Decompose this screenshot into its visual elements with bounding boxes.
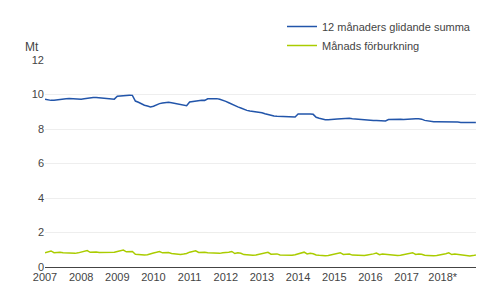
svg-text:2014: 2014	[286, 271, 310, 283]
svg-text:10: 10	[32, 88, 44, 100]
svg-text:2: 2	[38, 226, 44, 238]
svg-text:12 månaders glidande summa: 12 månaders glidande summa	[322, 21, 471, 33]
svg-text:2011: 2011	[178, 271, 202, 283]
svg-text:12: 12	[32, 54, 44, 66]
svg-text:2012: 2012	[214, 271, 238, 283]
svg-text:Mt: Mt	[25, 40, 39, 54]
svg-text:2016: 2016	[358, 271, 382, 283]
svg-text:8: 8	[38, 123, 44, 135]
svg-text:2007: 2007	[33, 271, 57, 283]
svg-text:2013: 2013	[250, 271, 274, 283]
svg-text:2018*: 2018*	[428, 271, 457, 283]
svg-text:0: 0	[38, 261, 44, 273]
svg-text:Månads förburkning: Månads förburkning	[322, 40, 419, 52]
svg-text:2010: 2010	[141, 271, 165, 283]
svg-text:2015: 2015	[322, 271, 346, 283]
svg-text:2008: 2008	[69, 271, 93, 283]
svg-text:4: 4	[38, 192, 44, 204]
svg-text:2009: 2009	[105, 271, 129, 283]
svg-text:2017: 2017	[394, 271, 418, 283]
svg-text:6: 6	[38, 157, 44, 169]
